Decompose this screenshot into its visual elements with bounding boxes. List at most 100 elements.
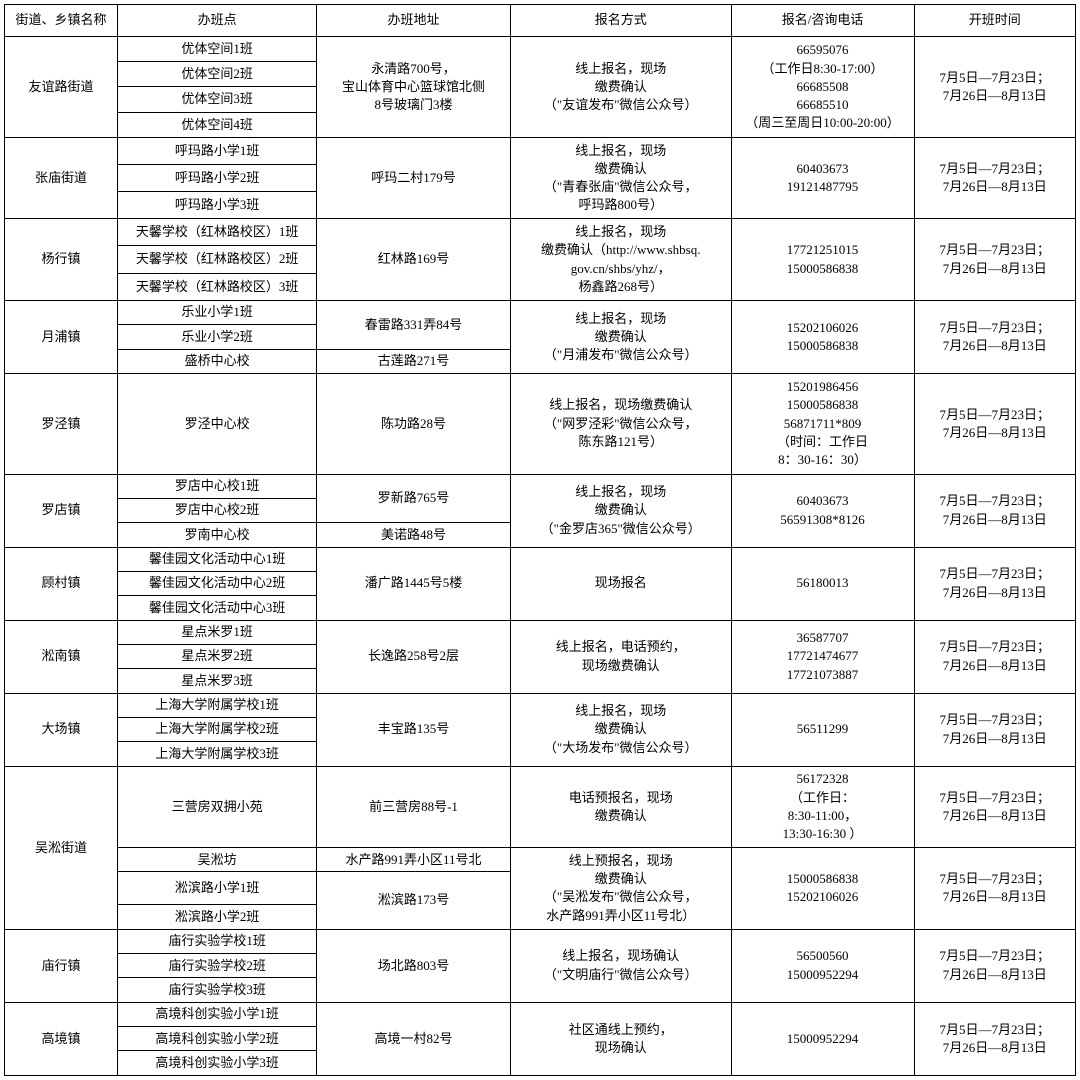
site-cell: 淞滨路小学2班 — [118, 905, 317, 929]
phone-cell: 56172328（工作日：8:30-11:00，13:30-16:30 ） — [731, 766, 914, 848]
method-cell: 现场报名 — [510, 547, 731, 620]
site-cell: 乐业小学1班 — [118, 300, 317, 324]
table-row: 顾村镇馨佳园文化活动中心1班潘广路1445号5楼现场报名561800137月5日… — [5, 547, 1076, 571]
phone-cell: 15000952294 — [731, 1002, 914, 1075]
method-cell: 线上报名，现场缴费确认（"青春张庙"微信公众号，呼玛路800号） — [510, 137, 731, 219]
addr-cell: 长逸路258号2层 — [317, 620, 511, 693]
time-cell: 7月5日—7月23日；7月26日—8月13日 — [914, 1002, 1075, 1075]
area-cell: 友谊路街道 — [5, 37, 118, 138]
table-row: 大场镇上海大学附属学校1班丰宝路135号线上报名，现场缴费确认（"大场发布"微信… — [5, 693, 1076, 717]
table-row: 罗店镇罗店中心校1班罗新路765号线上报名，现场缴费确认（"金罗店365"微信公… — [5, 474, 1076, 498]
site-cell: 盛桥中心校 — [118, 349, 317, 373]
addr-cell: 丰宝路135号 — [317, 693, 511, 766]
site-cell: 星点米罗3班 — [118, 669, 317, 693]
method-cell: 线上报名，现场确认（"文明庙行"微信公众号） — [510, 929, 731, 1002]
site-cell: 馨佳园文化活动中心2班 — [118, 571, 317, 595]
phone-cell: 66595076（工作日8:30-17:00）6668550866685510（… — [731, 37, 914, 138]
method-cell: 线上报名，现场缴费确认（"友谊发布"微信公众号） — [510, 37, 731, 138]
site-cell: 高境科创实验小学2班 — [118, 1027, 317, 1051]
site-cell: 上海大学附属学校1班 — [118, 693, 317, 717]
method-cell: 线上预报名，现场缴费确认（"吴淞发布"微信公众号，水产路991弄小区11号北） — [510, 848, 731, 930]
area-cell: 月浦镇 — [5, 300, 118, 373]
addr-cell: 陈功路28号 — [317, 373, 511, 474]
table-body: 友谊路街道优体空间1班永清路700号，宝山体育中心篮球馆北侧8号玻璃门3楼线上报… — [5, 37, 1076, 1076]
site-cell: 优体空间1班 — [118, 37, 317, 62]
area-cell: 吴淞街道 — [5, 766, 118, 929]
table-row: 张庙街道呼玛路小学1班呼玛二村179号线上报名，现场缴费确认（"青春张庙"微信公… — [5, 137, 1076, 164]
phone-cell: 5650056015000952294 — [731, 929, 914, 1002]
site-cell: 优体空间4班 — [118, 112, 317, 137]
addr-cell: 红林路169号 — [317, 219, 511, 301]
method-cell: 线上报名，现场缴费确认（"月浦发布"微信公众号） — [510, 300, 731, 373]
header-time: 开班时间 — [914, 5, 1075, 37]
area-cell: 大场镇 — [5, 693, 118, 766]
phone-cell: 1772125101515000586838 — [731, 219, 914, 301]
area-cell: 庙行镇 — [5, 929, 118, 1002]
site-cell: 星点米罗2班 — [118, 644, 317, 668]
site-cell: 上海大学附属学校2班 — [118, 717, 317, 741]
table-row: 高境镇高境科创实验小学1班高境一村82号社区通线上预约，现场确认15000952… — [5, 1002, 1076, 1026]
area-cell: 顾村镇 — [5, 547, 118, 620]
site-cell: 优体空间3班 — [118, 87, 317, 112]
site-cell: 馨佳园文化活动中心3班 — [118, 596, 317, 620]
phone-cell: 6040367319121487795 — [731, 137, 914, 219]
addr-cell: 高境一村82号 — [317, 1002, 511, 1075]
addr-cell: 春雷路331弄84号 — [317, 300, 511, 349]
addr-cell: 前三营房88号-1 — [317, 766, 511, 848]
site-cell: 乐业小学2班 — [118, 325, 317, 349]
method-cell: 线上报名，现场缴费确认（"大场发布"微信公众号） — [510, 693, 731, 766]
addr-cell: 淞滨路173号 — [317, 872, 511, 929]
site-cell: 吴淞坊 — [118, 848, 317, 872]
site-cell: 星点米罗1班 — [118, 620, 317, 644]
addr-cell: 美诺路48号 — [317, 523, 511, 547]
addr-cell: 潘广路1445号5楼 — [317, 547, 511, 620]
table-row: 庙行镇庙行实验学校1班场北路803号线上报名，现场确认（"文明庙行"微信公众号）… — [5, 929, 1076, 953]
site-cell: 呼玛路小学1班 — [118, 137, 317, 164]
header-method: 报名方式 — [510, 5, 731, 37]
site-cell: 呼玛路小学2班 — [118, 164, 317, 191]
area-cell: 张庙街道 — [5, 137, 118, 219]
phone-cell: 56180013 — [731, 547, 914, 620]
area-cell: 罗泾镇 — [5, 373, 118, 474]
site-cell: 高境科创实验小学1班 — [118, 1002, 317, 1026]
method-cell: 电话预报名，现场缴费确认 — [510, 766, 731, 848]
table-row: 友谊路街道优体空间1班永清路700号，宝山体育中心篮球馆北侧8号玻璃门3楼线上报… — [5, 37, 1076, 62]
table-row: 月浦镇乐业小学1班春雷路331弄84号线上报名，现场缴费确认（"月浦发布"微信公… — [5, 300, 1076, 324]
phone-cell: 365877071772147467717721073887 — [731, 620, 914, 693]
site-cell: 天馨学校（红林路校区）2班 — [118, 246, 317, 273]
method-cell: 社区通线上预约，现场确认 — [510, 1002, 731, 1075]
method-cell: 线上报名，现场缴费确认（http://www.shbsq.gov.cn/shbs… — [510, 219, 731, 301]
header-area: 街道、乡镇名称 — [5, 5, 118, 37]
addr-cell: 水产路991弄小区11号北 — [317, 848, 511, 872]
time-cell: 7月5日—7月23日；7月26日—8月13日 — [914, 137, 1075, 219]
site-cell: 罗南中心校 — [118, 523, 317, 547]
site-cell: 天馨学校（红林路校区）1班 — [118, 219, 317, 246]
phone-cell: 6040367356591308*8126 — [731, 474, 914, 547]
phone-cell: 1500058683815202106026 — [731, 848, 914, 930]
site-cell: 庙行实验学校1班 — [118, 929, 317, 953]
area-cell: 淞南镇 — [5, 620, 118, 693]
time-cell: 7月5日—7月23日；7月26日—8月13日 — [914, 300, 1075, 373]
area-cell: 高境镇 — [5, 1002, 118, 1075]
site-cell: 天馨学校（红林路校区）3班 — [118, 273, 317, 300]
time-cell: 7月5日—7月23日；7月26日—8月13日 — [914, 620, 1075, 693]
header-phone: 报名/咨询电话 — [731, 5, 914, 37]
method-cell: 线上报名，现场缴费确认（"金罗店365"微信公众号） — [510, 474, 731, 547]
method-cell: 线上报名，现场缴费确认（"网罗泾彩"微信公众号，陈东路121号） — [510, 373, 731, 474]
phone-cell: 56511299 — [731, 693, 914, 766]
time-cell: 7月5日—7月23日；7月26日—8月13日 — [914, 219, 1075, 301]
header-site: 办班点 — [118, 5, 317, 37]
site-cell: 三营房双拥小苑 — [118, 766, 317, 848]
header-row: 街道、乡镇名称 办班点 办班地址 报名方式 报名/咨询电话 开班时间 — [5, 5, 1076, 37]
site-cell: 馨佳园文化活动中心1班 — [118, 547, 317, 571]
site-cell: 呼玛路小学3班 — [118, 192, 317, 219]
table-row: 吴淞坊水产路991弄小区11号北线上预报名，现场缴费确认（"吴淞发布"微信公众号… — [5, 848, 1076, 872]
addr-cell: 永清路700号，宝山体育中心篮球馆北侧8号玻璃门3楼 — [317, 37, 511, 138]
area-cell: 杨行镇 — [5, 219, 118, 301]
header-addr: 办班地址 — [317, 5, 511, 37]
site-cell: 庙行实验学校3班 — [118, 978, 317, 1002]
time-cell: 7月5日—7月23日；7月26日—8月13日 — [914, 373, 1075, 474]
time-cell: 7月5日—7月23日；7月26日—8月13日 — [914, 929, 1075, 1002]
time-cell: 7月5日—7月23日；7月26日—8月13日 — [914, 766, 1075, 848]
addr-cell: 呼玛二村179号 — [317, 137, 511, 219]
